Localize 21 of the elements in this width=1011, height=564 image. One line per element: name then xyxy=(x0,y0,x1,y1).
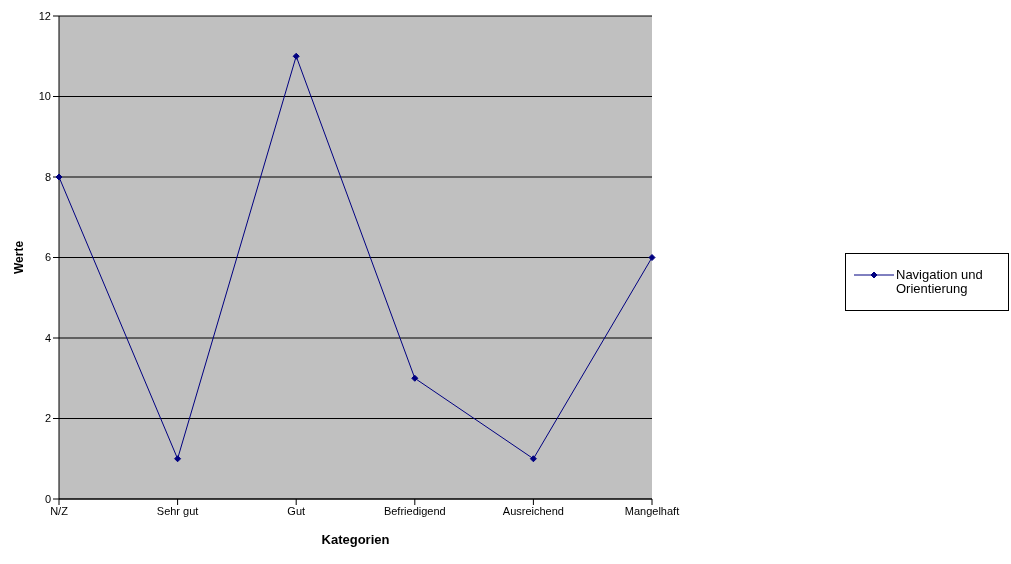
x-tick-label: Ausreichend xyxy=(502,504,564,517)
y-tick-label: 10 xyxy=(38,90,51,103)
x-axis-title: Kategorien xyxy=(321,532,390,547)
y-axis-title: Werte xyxy=(12,240,27,275)
y-tick-label: 12 xyxy=(38,9,51,22)
point xyxy=(411,374,419,382)
y-tick-label: 2 xyxy=(44,412,51,425)
y-tick-label: 6 xyxy=(44,251,51,264)
point xyxy=(529,455,537,463)
point xyxy=(648,254,656,261)
x-tick-label: Gut xyxy=(287,504,306,517)
y-tick-label: 8 xyxy=(44,170,51,183)
x-tick-label: Mangelhaft xyxy=(624,504,680,517)
point xyxy=(292,52,300,60)
legend-label: Navigation und Orientierung xyxy=(896,267,984,296)
x-tick-label: Befriedigend xyxy=(383,504,446,517)
x-tick-label: N/Z xyxy=(50,504,69,517)
y-tick-label: 4 xyxy=(44,331,51,344)
x-tick-label: Sehr gut xyxy=(156,504,199,517)
y-tick-label: 0 xyxy=(44,492,51,505)
point xyxy=(174,455,182,463)
